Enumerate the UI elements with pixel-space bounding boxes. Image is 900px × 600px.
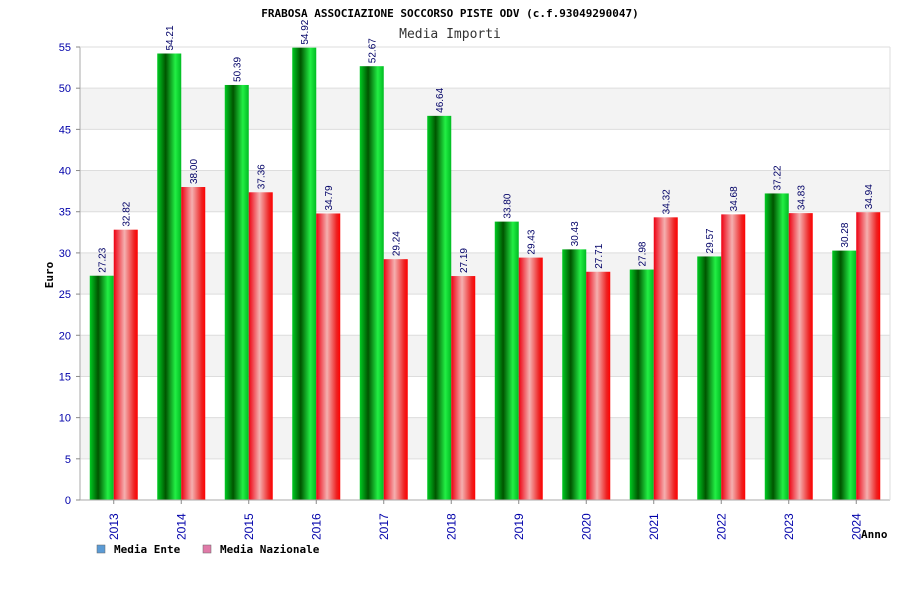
bar-media-nazionale-2017 bbox=[383, 259, 408, 500]
value-label: 34.94 bbox=[864, 184, 875, 209]
y-tick-label: 25 bbox=[59, 289, 71, 301]
bar-media-ente-2016 bbox=[292, 47, 317, 501]
y-tick-label: 0 bbox=[65, 495, 71, 507]
value-label: 27.71 bbox=[594, 243, 605, 268]
y-tick-label: 50 bbox=[59, 83, 71, 95]
y-tick-label: 40 bbox=[59, 166, 71, 178]
x-tick-labels: 2013 2014 2015 2016 2017 2018 2019 2020 2021 2022… bbox=[107, 513, 864, 540]
bar-media-ente-2017 bbox=[359, 66, 384, 500]
grid-band bbox=[80, 252, 890, 295]
value-label: 29.57 bbox=[705, 228, 716, 253]
bar-media-nazionale-2022 bbox=[721, 214, 746, 500]
legend: Media Ente Media Nazionale bbox=[96, 543, 320, 556]
bar-media-ente-2018 bbox=[427, 115, 452, 500]
value-label: 33.80 bbox=[503, 193, 514, 218]
x-axis-label: Anno bbox=[861, 528, 888, 541]
x-tick-label: 2024 bbox=[849, 513, 863, 540]
bar-media-nazionale-2023 bbox=[788, 213, 813, 501]
bar-media-nazionale-2013 bbox=[113, 229, 138, 500]
value-label: 27.23 bbox=[98, 247, 109, 272]
value-label: 46.64 bbox=[435, 87, 446, 112]
value-label: 34.79 bbox=[324, 185, 335, 210]
x-tick-label: 2014 bbox=[174, 513, 188, 540]
axes bbox=[76, 46, 891, 504]
y-tick-label: 10 bbox=[59, 413, 71, 425]
y-tick-label: 35 bbox=[59, 207, 71, 219]
value-label: 27.19 bbox=[459, 248, 470, 273]
grid-band bbox=[80, 88, 890, 130]
x-tick-label: 2017 bbox=[377, 513, 391, 540]
value-label: 38.00 bbox=[189, 159, 200, 184]
bar-media-nazionale-2015 bbox=[248, 192, 273, 500]
bar-media-nazionale-2016 bbox=[316, 213, 341, 500]
value-label: 34.68 bbox=[729, 186, 740, 211]
bar-media-nazionale-2021 bbox=[653, 217, 678, 500]
value-label: 34.83 bbox=[797, 185, 808, 210]
value-labels: 27.23 32.82 54.21 38.00 50.39 37.36 54.92 34.79… bbox=[98, 19, 876, 273]
bar-media-ente-2024 bbox=[832, 250, 857, 500]
value-label: 37.22 bbox=[773, 165, 784, 190]
bars bbox=[89, 47, 881, 501]
bar-media-ente-2023 bbox=[764, 193, 789, 500]
bar-media-ente-2014 bbox=[157, 53, 182, 501]
grid-band bbox=[80, 170, 890, 212]
grid-band bbox=[80, 417, 890, 459]
chart-subtitle: Media Importi bbox=[399, 27, 501, 42]
value-label: 30.28 bbox=[840, 222, 851, 247]
bar-media-nazionale-2020 bbox=[586, 271, 611, 500]
bar-media-ente-2015 bbox=[224, 84, 249, 500]
x-tick-label: 2013 bbox=[107, 513, 121, 540]
bar-media-ente-2020 bbox=[562, 249, 587, 500]
value-label: 29.24 bbox=[392, 231, 403, 256]
y-tick-label: 15 bbox=[59, 371, 71, 383]
x-tick-label: 2016 bbox=[309, 513, 323, 540]
value-label: 30.43 bbox=[570, 221, 581, 246]
y-tick-label: 30 bbox=[59, 248, 71, 260]
y-tick-labels: 0 5 10 15 20 25 30 35 40 45 50 55 bbox=[59, 42, 71, 507]
value-label: 29.43 bbox=[527, 229, 538, 254]
x-tick-label: 2015 bbox=[242, 513, 256, 540]
value-label: 54.92 bbox=[300, 19, 311, 44]
value-label: 32.82 bbox=[122, 201, 133, 226]
y-tick-label: 45 bbox=[59, 124, 71, 136]
y-tick-label: 55 bbox=[59, 42, 71, 54]
y-tick-label: 20 bbox=[59, 330, 71, 342]
x-tick-label: 2020 bbox=[579, 513, 593, 540]
x-tick-label: 2019 bbox=[512, 513, 526, 540]
plot-background bbox=[80, 47, 890, 500]
value-label: 27.98 bbox=[638, 241, 649, 266]
bar-media-ente-2021 bbox=[629, 269, 654, 500]
grid-band bbox=[80, 335, 890, 377]
legend-swatch bbox=[202, 544, 212, 554]
bar-media-nazionale-2018 bbox=[451, 276, 476, 500]
x-tick-label: 2022 bbox=[714, 513, 728, 540]
chart-title: FRABOSA ASSOCIAZIONE SOCCORSO PISTE ODV … bbox=[261, 7, 639, 20]
value-label: 50.39 bbox=[233, 57, 244, 82]
bar-media-ente-2013 bbox=[89, 275, 114, 500]
value-label: 52.67 bbox=[368, 38, 379, 63]
value-label: 34.32 bbox=[662, 189, 673, 214]
y-axis-label: Euro bbox=[43, 261, 56, 288]
legend-label: Media Ente bbox=[114, 543, 181, 556]
bar-media-nazionale-2014 bbox=[181, 187, 206, 500]
legend-label: Media Nazionale bbox=[220, 543, 320, 556]
legend-swatch bbox=[96, 544, 106, 554]
bar-media-nazionale-2024 bbox=[856, 212, 881, 501]
bar-media-nazionale-2019 bbox=[518, 257, 543, 500]
y-tick-label: 5 bbox=[65, 454, 71, 466]
value-label: 37.36 bbox=[257, 164, 268, 189]
x-tick-label: 2018 bbox=[444, 513, 458, 540]
x-tick-label: 2023 bbox=[782, 513, 796, 540]
bar-media-ente-2022 bbox=[697, 256, 722, 500]
value-label: 54.21 bbox=[165, 25, 176, 50]
bar-media-ente-2019 bbox=[494, 221, 519, 501]
x-tick-label: 2021 bbox=[647, 513, 661, 540]
